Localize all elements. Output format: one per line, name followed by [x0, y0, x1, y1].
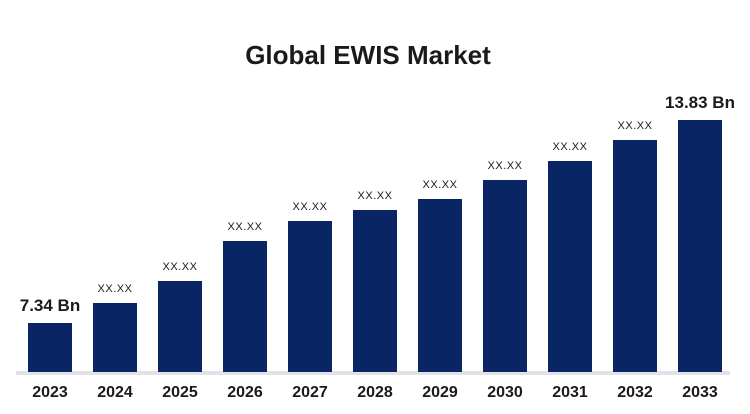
x-axis-tick-label-2027: 2027 [292, 384, 328, 401]
x-axis-tick-label-2031: 2031 [552, 384, 588, 401]
x-axis-tick-label-2028: 2028 [357, 384, 393, 401]
bar-2027 [288, 221, 332, 372]
bar-value-label-2029: XX.XX [422, 179, 458, 191]
bar-2028 [353, 210, 397, 372]
bar-value-label-2031: XX.XX [552, 141, 588, 153]
bar-2024 [93, 303, 137, 372]
x-axis-line [16, 371, 730, 375]
bar-2031 [548, 161, 592, 372]
bar-value-label-2032: XX.XX [617, 120, 653, 132]
bar-value-label-2028: XX.XX [357, 190, 393, 202]
bar-value-label-2027: XX.XX [292, 201, 328, 213]
x-axis-tick-label-2032: 2032 [617, 384, 653, 401]
bar-2023 [28, 323, 72, 372]
x-axis-tick-label-2026: 2026 [227, 384, 263, 401]
bar-2032 [613, 140, 657, 372]
bar-value-label-2023: 7.34 Bn [19, 296, 81, 315]
x-axis-tick-label-2025: 2025 [162, 384, 198, 401]
x-axis-tick-label-2033: 2033 [682, 384, 718, 401]
bar-value-label-2030: XX.XX [487, 160, 523, 172]
x-axis-tick-label-2024: 2024 [97, 384, 133, 401]
x-axis-tick-label-2030: 2030 [487, 384, 523, 401]
bar-2029 [418, 199, 462, 372]
bar-value-label-2024: XX.XX [97, 283, 133, 295]
bar-2033 [678, 120, 722, 372]
bar-value-label-2025: XX.XX [162, 261, 198, 273]
bar-2026 [223, 241, 267, 372]
x-axis-tick-label-2023: 2023 [32, 384, 68, 401]
bar-value-label-2033: 13.83 Bn [665, 93, 735, 112]
chart-title: Global EWIS Market [245, 40, 491, 70]
bar-2025 [158, 281, 202, 372]
x-axis-tick-label-2029: 2029 [422, 384, 458, 401]
bar-value-label-2026: XX.XX [227, 221, 263, 233]
bar-2030 [483, 180, 527, 372]
